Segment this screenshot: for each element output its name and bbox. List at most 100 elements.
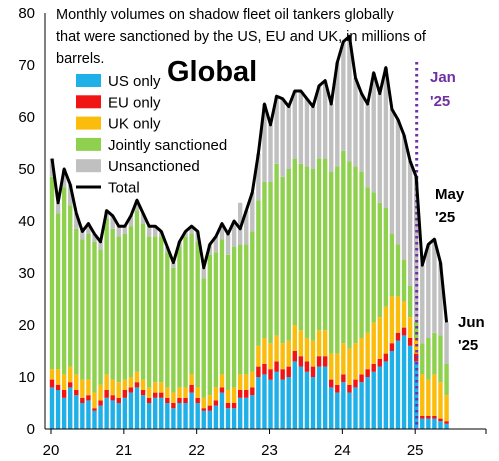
bar-segment-uk-only-35 xyxy=(262,338,267,364)
bar-segment-unsanctioned-30 xyxy=(231,221,237,247)
bar-segment-unsanctioned-27 xyxy=(213,236,219,253)
bar-segment-jointly-sanctioned-17 xyxy=(152,236,158,383)
y-tick-label-10: 10 xyxy=(18,369,35,386)
bar-segment-eu-only-32 xyxy=(244,390,249,398)
bar-segment-uk-only-64 xyxy=(438,382,443,419)
bar-segment-unsanctioned-32 xyxy=(244,210,249,245)
bar-segment-jointly-sanctioned-65 xyxy=(444,364,449,396)
bar-segment-eu-only-25 xyxy=(201,408,206,411)
bar-segment-jointly-sanctioned-49 xyxy=(347,161,352,349)
bar-segment-us-only-45 xyxy=(322,366,328,429)
bar-segment-unsanctioned-25 xyxy=(201,267,206,279)
bar-segment-uk-only-40 xyxy=(292,325,297,351)
bar-segment-jointly-sanctioned-47 xyxy=(335,166,340,354)
bar-segment-eu-only-39 xyxy=(286,366,291,377)
bars-group xyxy=(49,36,449,429)
bar-segment-unsanctioned-3 xyxy=(68,184,73,206)
bar-segment-uk-only-1 xyxy=(55,369,61,385)
bar-segment-unsanctioned-5 xyxy=(80,231,85,240)
bar-segment-eu-only-51 xyxy=(359,374,364,383)
bar-segment-jointly-sanctioned-25 xyxy=(201,278,206,398)
bar-segment-uk-only-7 xyxy=(92,392,97,409)
bar-segment-jointly-sanctioned-11 xyxy=(116,236,121,383)
y-tick-label-60: 60 xyxy=(18,109,35,126)
bar-segment-eu-only-54 xyxy=(377,358,382,367)
bar-segment-uk-only-56 xyxy=(389,296,395,344)
bar-segment-uk-only-62 xyxy=(426,379,431,416)
bar-segment-uk-only-38 xyxy=(280,343,285,370)
bar-segment-jointly-sanctioned-59 xyxy=(407,286,413,318)
chart-title: Monthly volumes on shadow fleet oil tank… xyxy=(56,7,427,67)
bar-segment-uk-only-52 xyxy=(365,332,370,370)
bar-segment-uk-only-11 xyxy=(116,382,121,398)
bar-segment-uk-only-14 xyxy=(134,371,140,383)
bar-segment-us-only-51 xyxy=(359,382,364,429)
bar-segment-us-only-59 xyxy=(407,345,413,429)
bar-segment-eu-only-29 xyxy=(225,403,231,409)
bar-segment-jointly-sanctioned-43 xyxy=(310,169,316,341)
bar-segment-unsanctioned-16 xyxy=(146,226,152,237)
bar-segment-jointly-sanctioned-27 xyxy=(213,252,219,388)
bar-segment-us-only-19 xyxy=(165,403,170,429)
bar-segment-uk-only-65 xyxy=(444,395,449,422)
bar-segment-eu-only-13 xyxy=(128,387,134,393)
bar-segment-us-only-10 xyxy=(110,400,115,429)
bar-segment-us-only-23 xyxy=(189,392,194,429)
bar-segment-uk-only-53 xyxy=(371,322,376,364)
bar-segment-uk-only-4 xyxy=(74,374,79,390)
bar-segment-jointly-sanctioned-38 xyxy=(280,176,285,344)
bar-segment-unsanctioned-14 xyxy=(134,200,140,211)
bar-segment-uk-only-19 xyxy=(165,387,170,398)
bar-segment-us-only-8 xyxy=(98,405,103,429)
bar-segment-us-only-4 xyxy=(74,395,79,429)
bar-segment-eu-only-22 xyxy=(183,397,188,403)
bar-segment-uk-only-21 xyxy=(177,387,182,398)
bar-segment-jointly-sanctioned-4 xyxy=(74,228,79,375)
bar-segment-uk-only-43 xyxy=(310,340,316,367)
y-tick-label-70: 70 xyxy=(18,57,35,74)
legend-label-us-only: US only xyxy=(108,73,161,90)
bar-segment-eu-only-26 xyxy=(207,405,213,411)
bar-segment-jointly-sanctioned-7 xyxy=(92,241,97,393)
bar-segment-eu-only-53 xyxy=(371,364,376,372)
bar-segment-eu-only-28 xyxy=(219,387,225,393)
bar-segment-us-only-27 xyxy=(213,405,219,429)
bar-segment-unsanctioned-33 xyxy=(250,192,255,232)
bar-segment-us-only-36 xyxy=(268,379,273,429)
bar-segment-jointly-sanctioned-29 xyxy=(225,254,231,390)
bar-segment-uk-only-22 xyxy=(183,387,188,398)
bar-segment-us-only-64 xyxy=(438,421,443,429)
bar-segment-jointly-sanctioned-10 xyxy=(110,228,115,380)
bar-segment-unsanctioned-28 xyxy=(219,223,225,240)
bar-segment-jointly-sanctioned-52 xyxy=(365,187,370,333)
annotation-may-25-line1: May xyxy=(435,186,465,203)
region-title: Global xyxy=(167,56,257,88)
bar-segment-unsanctioned-54 xyxy=(377,93,382,203)
bar-segment-jointly-sanctioned-62 xyxy=(426,338,431,380)
bar-segment-uk-only-41 xyxy=(298,330,304,357)
bar-segment-unsanctioned-59 xyxy=(407,161,413,286)
bar-segment-uk-only-46 xyxy=(329,353,334,380)
bar-segment-jointly-sanctioned-55 xyxy=(383,208,389,307)
bar-segment-uk-only-8 xyxy=(98,384,103,401)
bar-segment-uk-only-42 xyxy=(304,338,310,362)
bar-segment-uk-only-34 xyxy=(256,345,261,367)
bar-segment-eu-only-62 xyxy=(426,416,431,419)
bar-segment-us-only-50 xyxy=(353,387,358,429)
bar-segment-eu-only-59 xyxy=(407,338,413,346)
bar-segment-jointly-sanctioned-39 xyxy=(286,169,291,341)
bar-segment-us-only-49 xyxy=(347,392,352,429)
bar-segment-jointly-sanctioned-28 xyxy=(219,239,225,375)
bar-segment-unsanctioned-10 xyxy=(110,215,115,229)
bar-segment-eu-only-63 xyxy=(432,416,437,419)
bar-segment-jointly-sanctioned-23 xyxy=(189,234,194,375)
bar-segment-uk-only-16 xyxy=(146,387,152,398)
bar-segment-eu-only-64 xyxy=(438,418,443,422)
bar-segment-jointly-sanctioned-40 xyxy=(292,158,297,325)
bar-segment-uk-only-39 xyxy=(286,340,291,367)
bar-segment-eu-only-38 xyxy=(280,369,285,380)
bar-segment-jointly-sanctioned-22 xyxy=(183,236,188,388)
bar-segment-us-only-9 xyxy=(104,397,109,429)
bar-segment-uk-only-29 xyxy=(225,390,231,403)
bar-segment-uk-only-59 xyxy=(407,317,413,338)
